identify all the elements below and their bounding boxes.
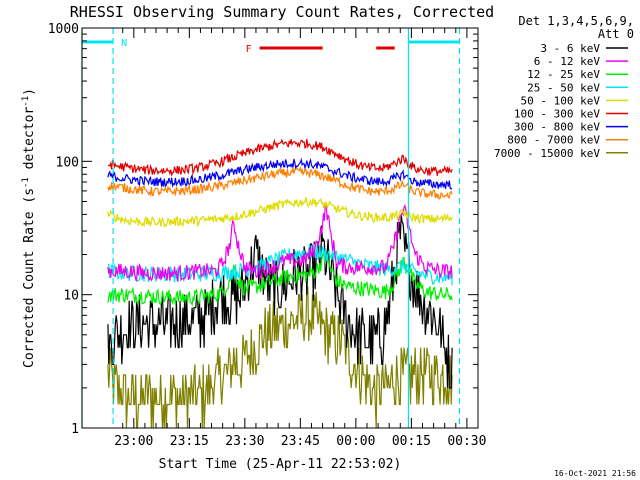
- plot-frame: [81, 27, 479, 429]
- series-line-2: [107, 203, 453, 283]
- y-axis-label-end: ): [22, 88, 37, 96]
- x-axis-label: Start Time (25-Apr-11 22:53:02): [159, 457, 402, 472]
- legend-label-6: 100 - 300 keV: [514, 108, 600, 121]
- legend-label-3: 12 - 25 keV: [527, 68, 600, 81]
- plot-background: [82, 28, 478, 428]
- x-tick-label-5: 00:00: [336, 434, 375, 449]
- legend-label-7: 300 - 800 keV: [514, 121, 600, 134]
- x-tick-label-2: 23:15: [170, 434, 209, 449]
- y-tick-label-2: 10: [63, 289, 79, 304]
- legend-header-line1: Det 1,3,4,5,6,9,: [518, 14, 634, 28]
- y-axis-label-sup2: -1: [21, 96, 31, 107]
- series-line-1: [107, 214, 453, 389]
- x-tick-label-7: 00:30: [447, 434, 486, 449]
- legend-label-2: 6 - 12 keV: [534, 55, 601, 68]
- timestamp: 16-Oct-2021 21:56: [554, 469, 636, 478]
- plot-area: [82, 28, 478, 428]
- legend-label-8: 800 - 7000 keV: [507, 134, 600, 147]
- axes-frame: [81, 27, 479, 429]
- legend-label-5: 50 - 100 keV: [521, 94, 601, 107]
- series-line-8: [107, 165, 453, 200]
- y-axis-label: Corrected Count Rate (s-1 detector-1): [21, 88, 37, 368]
- y-tick-label-4: 1000: [48, 22, 79, 37]
- x-tick-label-1: 23:00: [114, 434, 153, 449]
- y-axis-label-sup1: -1: [21, 177, 31, 188]
- x-tick-label-4: 23:45: [281, 434, 320, 449]
- chart-title: RHESSI Observing Summary Count Rates, Co…: [70, 3, 494, 21]
- series-line-5: [107, 196, 453, 228]
- series-layer: [107, 138, 453, 429]
- flare-label: F: [246, 44, 252, 55]
- y-axis-label-main: Corrected Count Rate (s: [22, 188, 37, 368]
- legend-header-line2: Att 0: [598, 27, 634, 41]
- legend-label-9: 7000 - 15000 keV: [494, 147, 600, 160]
- night-label: N: [121, 38, 127, 49]
- series-line-3: [107, 253, 453, 307]
- series-line-6: [107, 138, 453, 178]
- axis-ticks: 1 10 100 1000 23:00 23:15 23:30 23:45 00:00 00:15…: [48, 22, 487, 449]
- series-line-9: [107, 286, 453, 429]
- y-tick-label-1: 1: [71, 422, 79, 437]
- legend-label-4: 25 - 50 keV: [527, 81, 600, 94]
- legend-label-1: 3 - 6 keV: [540, 42, 600, 55]
- y-axis-label-mid: detector: [22, 107, 37, 178]
- y-tick-label-3: 100: [56, 155, 79, 170]
- series-line-7: [107, 157, 453, 190]
- x-tick-label-3: 23:30: [225, 434, 264, 449]
- x-tick-label-6: 00:15: [392, 434, 431, 449]
